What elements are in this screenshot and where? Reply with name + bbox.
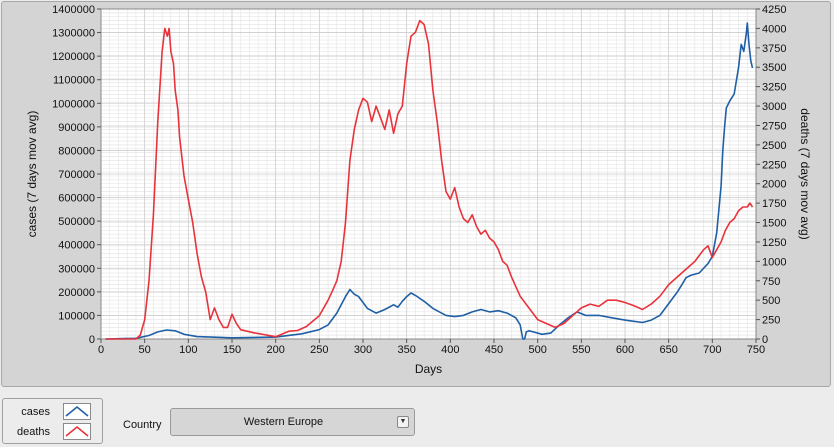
y-left-tick-label: 1400000	[52, 4, 95, 16]
country-label: Country	[123, 419, 162, 431]
legend-label-deaths: deaths	[16, 426, 50, 438]
y-left-tick-label: 900000	[58, 122, 95, 134]
x-tick-label: 700	[703, 344, 721, 356]
legend-item-cases: cases	[3, 403, 102, 423]
y-right-tick-label: 250	[762, 315, 780, 327]
x-tick-label: 100	[179, 344, 197, 356]
y-left-tick-label: 1300000	[52, 28, 95, 40]
y-left-tick-label: 200000	[58, 287, 95, 299]
y-left-tick-label: 400000	[58, 240, 95, 252]
country-select[interactable]: Western Europe ▼	[170, 408, 415, 436]
x-tick-label: 50	[139, 344, 151, 356]
series-line-deaths	[105, 19, 754, 340]
cases-line-swatch	[63, 403, 91, 420]
x-tick-label: 500	[528, 344, 546, 356]
y-right-tick-label: 3250	[762, 82, 786, 94]
y-left-tick-label: 1000000	[52, 98, 95, 110]
dropdown-arrow-icon[interactable]: ▼	[397, 416, 409, 428]
series-line-cases	[105, 22, 754, 340]
y-right-tick-label: 0	[762, 334, 768, 346]
y-left-tick-label: 800000	[58, 145, 95, 157]
y-right-tick-label: 1000	[762, 256, 786, 268]
x-tick-label: 650	[659, 344, 677, 356]
legend: cases deaths	[2, 398, 103, 444]
y-right-tick-label: 1500	[762, 218, 786, 230]
x-tick-label: 250	[310, 344, 328, 356]
y-right-tick-label: 2750	[762, 120, 786, 132]
x-axis-title: Days	[415, 362, 442, 376]
y-left-tick-label: 1200000	[52, 51, 95, 63]
y-left-tick-label: 700000	[58, 169, 95, 181]
y-right-tick-label: 2500	[762, 140, 786, 152]
x-tick-label: 750	[747, 344, 765, 356]
y-right-tick-label: 1250	[762, 237, 786, 249]
y-right-tick-label: 4250	[762, 4, 786, 16]
x-tick-label: 150	[223, 344, 241, 356]
country-select-value: Western Europe	[243, 416, 324, 428]
y-right-tick-label: 4000	[762, 23, 786, 35]
y-right-tick-label: 2250	[762, 159, 786, 171]
x-tick-label: 600	[616, 344, 634, 356]
y-right-tick-label: 3500	[762, 62, 786, 74]
x-tick-label: 450	[485, 344, 503, 356]
x-tick-label: 550	[572, 344, 590, 356]
chart: 0 50 100 150 200 250 300 350 400 450 500 550 600 650 7…	[25, 4, 812, 376]
legend-label-cases: cases	[21, 406, 50, 418]
y-right-axis-title: deaths (7 days mov avg)	[798, 108, 812, 239]
y-right-tick-label: 2000	[762, 179, 786, 191]
x-tick-label: 400	[441, 344, 459, 356]
y-left-tick-label: 300000	[58, 263, 95, 275]
x-tick-label: 0	[98, 344, 104, 356]
deaths-line-swatch	[63, 423, 91, 440]
y-right-tick-label: 3750	[762, 43, 786, 55]
legend-item-deaths: deaths	[3, 423, 102, 443]
y-left-tick-label: 600000	[58, 193, 95, 205]
y-right-tick-label: 750	[762, 276, 780, 288]
x-tick-label: 200	[266, 344, 284, 356]
x-tick-label: 300	[354, 344, 372, 356]
y-right-tick-label: 3000	[762, 101, 786, 113]
y-left-tick-label: 500000	[58, 216, 95, 228]
y-left-tick-label: 1100000	[53, 75, 95, 87]
y-left-tick-label: 0	[89, 334, 95, 346]
y-right-tick-label: 500	[762, 295, 780, 307]
y-left-axis-title: cases (7 days mov avg)	[25, 111, 39, 238]
x-tick-label: 350	[397, 344, 415, 356]
y-left-tick-label: 100000	[58, 310, 95, 322]
y-right-tick-label: 1750	[762, 198, 786, 210]
